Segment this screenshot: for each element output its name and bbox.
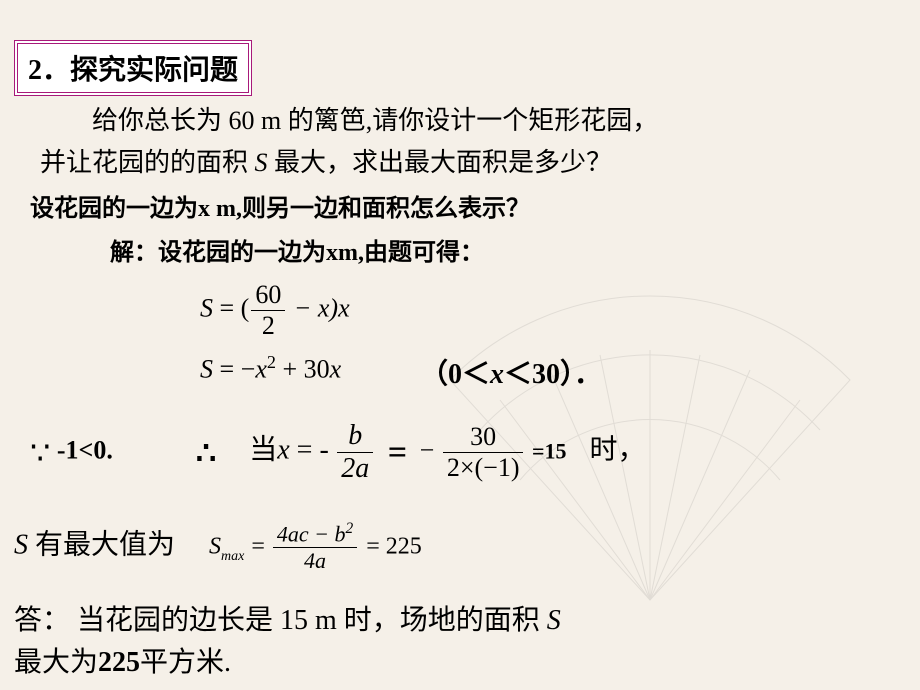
equation-1: S = (602 − x)x xyxy=(200,280,350,341)
title-text: 2．探究实际问题 xyxy=(28,55,238,86)
s-var: S xyxy=(14,530,35,561)
eq2-rhs-a: = − xyxy=(220,355,256,384)
big-equals: = xyxy=(388,434,407,471)
equation-2: S = −x2 + 30x xyxy=(200,352,341,385)
hint-text: 设花园的一边为x m,则另一边和面积怎么表示？ xyxy=(30,196,530,222)
problem-line2-a: 并让花园的的面积 xyxy=(40,148,255,177)
frac-30: 302×(−1) xyxy=(443,422,524,483)
eq2-x2: x xyxy=(330,355,342,384)
eq1-frac-num: 60 xyxy=(251,280,285,311)
domain-a: （0＜ xyxy=(420,359,490,390)
answer-s: S xyxy=(547,605,561,636)
domain-constraint: （0＜x＜30）． xyxy=(420,352,602,392)
max-value-line: S 有最大值为 Smax = 4ac − b24a = 225 xyxy=(14,520,914,574)
smax: S xyxy=(209,534,221,560)
answer-line1-a: 当花园的边长是 15 m 时，场地的面积 xyxy=(77,605,547,636)
x-var: x xyxy=(277,434,296,465)
when-prefix: 当 xyxy=(249,434,277,465)
eq2-x: x xyxy=(255,355,267,384)
problem-line1: 给你总长为 60 m 的篱笆,请你设计一个矩形花园， xyxy=(40,100,900,142)
eq1-frac-den: 2 xyxy=(251,311,285,341)
condition: -1<0. xyxy=(57,435,113,464)
frac4-den: 4a xyxy=(273,548,357,574)
eq2-rhs-b: + 30 xyxy=(276,355,330,384)
because-symbol: ∵ xyxy=(30,435,50,471)
problem-var-s: S xyxy=(255,148,268,177)
frac4-num: 4ac − b2 xyxy=(273,520,357,548)
eq1-prefix: = ( xyxy=(220,293,250,322)
therefore-symbol: ∴ xyxy=(196,435,216,471)
result-225: = 225 xyxy=(366,534,422,560)
domain-b: ＜30）． xyxy=(504,359,602,390)
eq2-lhs: S xyxy=(200,355,213,384)
frac1-den: 2a xyxy=(337,453,373,485)
smax-sub: max xyxy=(221,549,244,564)
answer-line2-c: 平方米. xyxy=(140,647,231,678)
eq2-sq: 2 xyxy=(267,352,276,372)
frac-b-2a: b2a xyxy=(337,420,373,485)
solution-header: 解：设花园的一边为xm,由题可得： xyxy=(110,232,484,267)
problem-statement: 给你总长为 60 m 的篱笆,请你设计一个矩形花园， 并让花园的的面积 S 最大… xyxy=(40,100,900,183)
domain-x: x xyxy=(490,359,504,390)
has-max: 有最大值为 xyxy=(35,530,175,561)
eq1-lhs: S xyxy=(200,293,213,322)
hint-question: 设花园的一边为x m,则另一边和面积怎么表示？ xyxy=(30,188,530,223)
answer-225: 225 xyxy=(98,647,140,678)
answer-line2-a: 最大为 xyxy=(14,647,98,678)
when-suffix: 时， xyxy=(590,434,646,465)
problem-line2-b: 最大，求出最大面积是多少？ xyxy=(268,148,613,177)
frac2-num: 30 xyxy=(443,422,524,453)
eq-sign1: = - xyxy=(297,434,329,465)
final-answer: 答： 当花园的边长是 15 m 时，场地的面积 S 最大为225平方米. xyxy=(14,600,914,684)
eq-sign2: = xyxy=(251,534,271,560)
solution-head-text: 解：设花园的一边为xm,由题可得： xyxy=(110,240,484,266)
minus-sign: − xyxy=(420,435,435,464)
answer-prefix: 答： xyxy=(14,605,70,636)
frac-4ac: 4ac − b24a xyxy=(273,520,357,574)
section-title: 2．探究实际问题 xyxy=(14,40,252,96)
frac2-den: 2×(−1) xyxy=(443,453,524,483)
vertex-calculation: ∵ -1<0. ∴ 当x = - b2a = − 302×(−1) =15 时， xyxy=(30,420,900,485)
frac1-num: b xyxy=(337,420,373,453)
eq1-frac: 602 xyxy=(251,280,285,341)
result-15: =15 xyxy=(532,438,567,463)
eq1-suffix: − x)x xyxy=(287,293,349,322)
